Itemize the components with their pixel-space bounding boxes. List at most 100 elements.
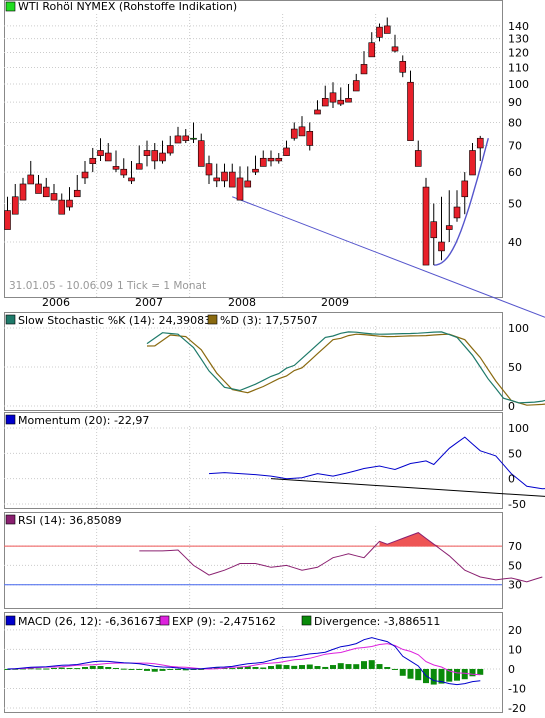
divergence-bar xyxy=(461,668,468,680)
legend-swatch-divergence xyxy=(301,615,312,626)
divergence-bar xyxy=(330,665,336,669)
candle-down xyxy=(89,157,97,164)
legend-divergence: Divergence: -3,886511 xyxy=(314,615,440,628)
candle-down xyxy=(391,46,399,52)
divergence-bar xyxy=(167,668,174,670)
macd-line xyxy=(7,637,481,686)
y-tick-label: 140 xyxy=(508,20,529,33)
candle-down xyxy=(27,174,35,185)
divergence-bar xyxy=(345,664,352,669)
candle-down xyxy=(345,98,352,103)
panel-frame xyxy=(4,512,503,609)
divergence-bar xyxy=(260,667,267,669)
x-tick-label: 2006 xyxy=(42,296,70,309)
candle-down xyxy=(159,152,166,162)
divergence-bar xyxy=(252,667,259,669)
candle-up xyxy=(190,137,197,140)
divergence-bar xyxy=(182,668,189,671)
y-tick-label: 90 xyxy=(508,96,522,109)
y-tick-label: 110 xyxy=(508,62,529,75)
divergence-bar xyxy=(306,664,313,669)
y-tick-label: -10 xyxy=(508,682,526,695)
candle-down xyxy=(236,177,244,201)
momentum-line xyxy=(208,436,545,490)
divergence-bar xyxy=(368,660,375,669)
panel-frame xyxy=(4,612,503,713)
divergence-bar xyxy=(314,666,321,669)
candle-down xyxy=(430,221,438,239)
divergence-bar xyxy=(361,661,367,669)
momentum-trendline xyxy=(270,478,545,497)
candle-down xyxy=(368,42,376,58)
candle-down xyxy=(104,152,112,162)
candle-down xyxy=(42,186,50,198)
candle-down xyxy=(221,171,228,182)
divergence-bar xyxy=(89,665,96,669)
candle-down xyxy=(112,166,120,170)
divergence-bar xyxy=(376,664,383,669)
y-tick-label: 50 xyxy=(508,198,522,211)
candle-down xyxy=(283,147,290,156)
panel-frame xyxy=(4,0,503,298)
legend-swatch-exp xyxy=(159,615,170,626)
divergence-bar xyxy=(27,668,34,670)
divergence-bar xyxy=(66,667,73,669)
divergence-bar xyxy=(58,667,65,669)
candle-down xyxy=(453,206,461,219)
candle-down xyxy=(135,163,143,170)
y-tick-label: 70 xyxy=(508,139,522,152)
candle-down xyxy=(213,177,221,182)
candle-down xyxy=(306,130,314,146)
candle-down xyxy=(422,186,430,266)
divergence-bar xyxy=(51,667,57,669)
divergence-bar xyxy=(299,665,305,669)
candle-down xyxy=(73,189,81,198)
tick-info-label: 1 Tick = 1 Monat xyxy=(117,280,206,292)
candle-down xyxy=(267,157,275,162)
candle-down xyxy=(182,135,190,141)
legend-macd: MACD (26, 12): -6,361673 xyxy=(18,615,162,628)
candle-down xyxy=(469,150,476,176)
divergence-bar xyxy=(291,665,298,669)
y-tick-label: 80 xyxy=(508,116,522,129)
y-tick-label: 20 xyxy=(508,624,522,637)
candle-down xyxy=(66,199,73,208)
divergence-bar xyxy=(322,666,329,669)
candle-down xyxy=(4,210,11,230)
y-tick-label: 0 xyxy=(508,663,515,676)
legend-price: WTI Rohöl NYMEX (Rohstoffe Indikation) xyxy=(18,0,237,13)
divergence-bar xyxy=(477,668,484,675)
candle-down xyxy=(352,80,360,92)
candle-down xyxy=(120,168,128,176)
y-tick-label: 50 xyxy=(508,361,522,374)
divergence-bar xyxy=(392,668,398,670)
divergence-bar xyxy=(198,668,205,670)
candle-down xyxy=(275,157,283,162)
divergence-bar xyxy=(35,668,42,670)
exp-line xyxy=(7,643,481,676)
divergence-bar xyxy=(128,668,135,670)
trendline-curve xyxy=(433,138,489,266)
y-tick-label: -50 xyxy=(508,498,526,511)
y-tick-label: 100 xyxy=(508,78,529,91)
candle-down xyxy=(321,98,329,107)
x-tick-label: 2009 xyxy=(321,296,349,309)
y-tick-label: 40 xyxy=(508,236,522,249)
divergence-bar xyxy=(229,668,236,670)
divergence-bar xyxy=(275,664,282,669)
candle-down xyxy=(97,150,104,156)
candle-down xyxy=(290,128,298,139)
legend-swatch-rsi xyxy=(5,514,16,525)
stoch-d-line xyxy=(146,333,545,406)
divergence-bar xyxy=(353,664,360,669)
candle-down xyxy=(414,150,422,167)
y-tick-label: 100 xyxy=(508,322,529,335)
divergence-bar xyxy=(82,667,88,669)
candle-down xyxy=(383,25,391,34)
rsi-overbought-fill xyxy=(379,532,442,547)
x-tick-label: 2007 xyxy=(135,296,163,309)
divergence-bar xyxy=(113,667,119,669)
candle-down xyxy=(329,92,337,103)
y-tick-label: 0 xyxy=(508,473,515,486)
divergence-bar xyxy=(74,668,81,670)
